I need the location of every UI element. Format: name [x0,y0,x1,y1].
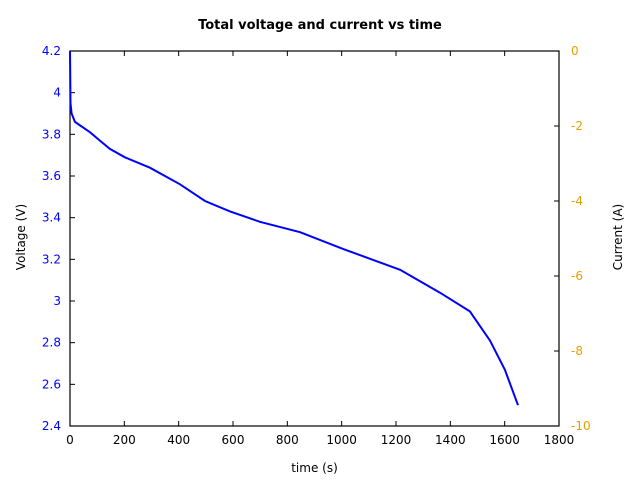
y2-tick-label: 0 [571,44,579,58]
x-tick-label: 400 [167,433,190,447]
x-axis-ticks: 0 200 400 600 800 1000 1200 1400 1600 1800 [66,51,574,447]
chart-title: Total voltage and current vs time [198,18,442,33]
x-tick-label: 1600 [489,433,520,447]
y-axis-ticks: 4.2 4 3.8 3.6 3.4 3.2 3 2.8 2.6 2.4 [42,44,75,433]
x-axis-label: time (s) [291,461,338,475]
y2-tick-label: -2 [571,119,583,133]
y-tick-label: 2.6 [42,377,61,391]
y2-tick-label: -6 [571,269,583,283]
y-tick-label: 2.8 [42,336,61,350]
y2-axis-ticks: 0 -2 -4 -6 -8 -10 [554,44,591,433]
x-tick-label: 600 [222,433,245,447]
y2-tick-label: -4 [571,194,583,208]
x-tick-label: 800 [276,433,299,447]
y-tick-label: 2.4 [42,419,61,433]
y-tick-label: 3.4 [42,211,61,225]
y2-tick-label: -10 [571,419,591,433]
x-tick-label: 1400 [435,433,466,447]
x-tick-label: 1200 [381,433,412,447]
y-axis-label: Voltage (V) [14,203,28,271]
x-tick-label: 200 [113,433,136,447]
y-tick-label: 3 [53,294,61,308]
y-tick-label: 3.8 [42,127,61,141]
x-tick-label: 1800 [544,433,575,447]
y2-axis-label: Current (A) [611,203,625,271]
y-tick-label: 4.2 [42,44,61,58]
y2-tick-label: -8 [571,344,583,358]
y-tick-label: 3.6 [42,169,61,183]
x-tick-label: 0 [66,433,74,447]
plot-frame [69,50,560,427]
y-tick-label: 4 [53,86,61,100]
x-tick-label: 1000 [326,433,357,447]
voltage-series-line [69,50,519,406]
y-tick-label: 3.2 [42,252,61,266]
